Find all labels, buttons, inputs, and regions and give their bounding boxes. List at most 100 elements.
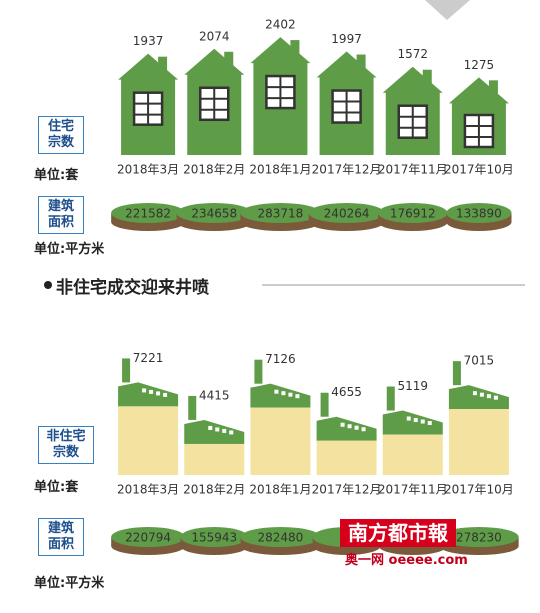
disc-top <box>111 203 186 223</box>
disc-top <box>240 527 321 547</box>
disc <box>439 527 519 555</box>
icon-bar <box>184 395 245 475</box>
value-label: 2402 <box>265 18 296 32</box>
value-label: 1572 <box>397 47 428 61</box>
roof-window <box>406 416 411 421</box>
value-label: 155943 <box>191 531 237 545</box>
icon-bar <box>118 53 179 155</box>
icon-bar <box>250 359 311 475</box>
unit-label: 单位:平方米 <box>34 242 105 257</box>
x-tick-label: 2017年10月 <box>444 483 514 497</box>
value-label: 7015 <box>464 354 495 368</box>
roof <box>316 416 377 441</box>
x-tick-label: 2017年11月 <box>378 483 448 497</box>
unit-label: 单位:套 <box>34 168 79 183</box>
chimney <box>254 359 263 384</box>
icon-bar <box>448 77 509 155</box>
roof-window <box>493 395 498 400</box>
value-label: 1937 <box>133 34 164 48</box>
disc <box>176 203 252 231</box>
disc-top <box>111 527 185 547</box>
bullet <box>44 281 52 289</box>
series-label: 建筑面积 <box>38 518 84 556</box>
value-label: 5119 <box>397 379 428 393</box>
icon-bar <box>250 37 311 156</box>
disc <box>111 203 186 231</box>
roof-window <box>413 418 418 423</box>
icon-bar <box>316 51 377 155</box>
value-label: 220794 <box>125 531 171 545</box>
value-label: 278230 <box>456 531 502 545</box>
chimney <box>320 392 329 417</box>
roof-window <box>163 392 168 397</box>
roof-window <box>354 425 359 430</box>
unit-label: 单位:套 <box>34 480 79 495</box>
roof <box>382 410 443 435</box>
section-heading: 非住宅成交迎来井喷 <box>56 278 209 298</box>
factory-body <box>448 409 509 475</box>
value-label: 234658 <box>191 207 237 221</box>
roof-window <box>340 422 345 427</box>
roof-window <box>288 392 293 397</box>
value-label: 176912 <box>390 207 436 221</box>
chimney <box>452 361 461 386</box>
roof <box>118 53 179 80</box>
disc <box>240 203 321 231</box>
roof-window <box>486 394 491 399</box>
icon-bar <box>448 361 509 475</box>
x-tick-label: 2017年12月 <box>312 163 382 177</box>
roof <box>184 48 245 75</box>
value-label: 7221 <box>133 351 164 365</box>
factory-body <box>316 440 377 475</box>
roof-window <box>361 427 366 432</box>
icon-bar <box>184 48 245 155</box>
factory-body <box>118 406 179 475</box>
series-label: 非住宅宗数 <box>38 426 94 464</box>
x-tick-label: 2018年3月 <box>117 163 179 177</box>
roof <box>382 66 443 93</box>
roof-window <box>229 430 234 435</box>
value-label: 221582 <box>125 207 171 221</box>
roof-window <box>149 389 154 394</box>
roof-window <box>281 391 286 396</box>
roof-window <box>156 391 161 396</box>
value-label: 4655 <box>331 385 362 399</box>
chimney <box>386 386 395 411</box>
watermark-brand: 南方都市報 <box>340 519 456 547</box>
icon-bar <box>316 392 377 475</box>
chimney <box>122 358 131 383</box>
disc-top <box>176 203 252 223</box>
factory-body <box>250 407 311 475</box>
series-label: 建筑面积 <box>38 196 84 234</box>
roof <box>250 383 311 408</box>
disc <box>308 203 385 231</box>
roof <box>316 51 377 78</box>
roof-window <box>472 391 477 396</box>
roof-window <box>274 389 279 394</box>
value-label: 1997 <box>331 32 362 46</box>
value-label: 4415 <box>199 388 230 402</box>
roof <box>118 382 179 407</box>
disc <box>378 203 448 231</box>
series-label: 住宅宗数 <box>38 116 84 154</box>
value-label: 7126 <box>265 352 296 366</box>
icon-bar <box>382 66 443 155</box>
roof-window <box>215 427 220 432</box>
value-label: 240264 <box>324 207 370 221</box>
x-tick-label: 2018年2月 <box>183 483 245 497</box>
roof-window <box>142 388 147 393</box>
disc-top <box>240 203 321 223</box>
chimney <box>188 395 197 420</box>
roof-window <box>222 428 227 433</box>
unit-label: 单位:平方米 <box>34 576 105 591</box>
value-label: 133890 <box>456 207 502 221</box>
roof-window <box>427 421 432 426</box>
icon-bar <box>382 386 443 475</box>
x-tick-label: 2018年1月 <box>249 163 311 177</box>
value-label: 283718 <box>258 207 304 221</box>
watermark-site: 奥一网 oeeee.com <box>345 553 468 568</box>
roof <box>448 385 509 410</box>
x-tick-label: 2017年11月 <box>378 163 448 177</box>
